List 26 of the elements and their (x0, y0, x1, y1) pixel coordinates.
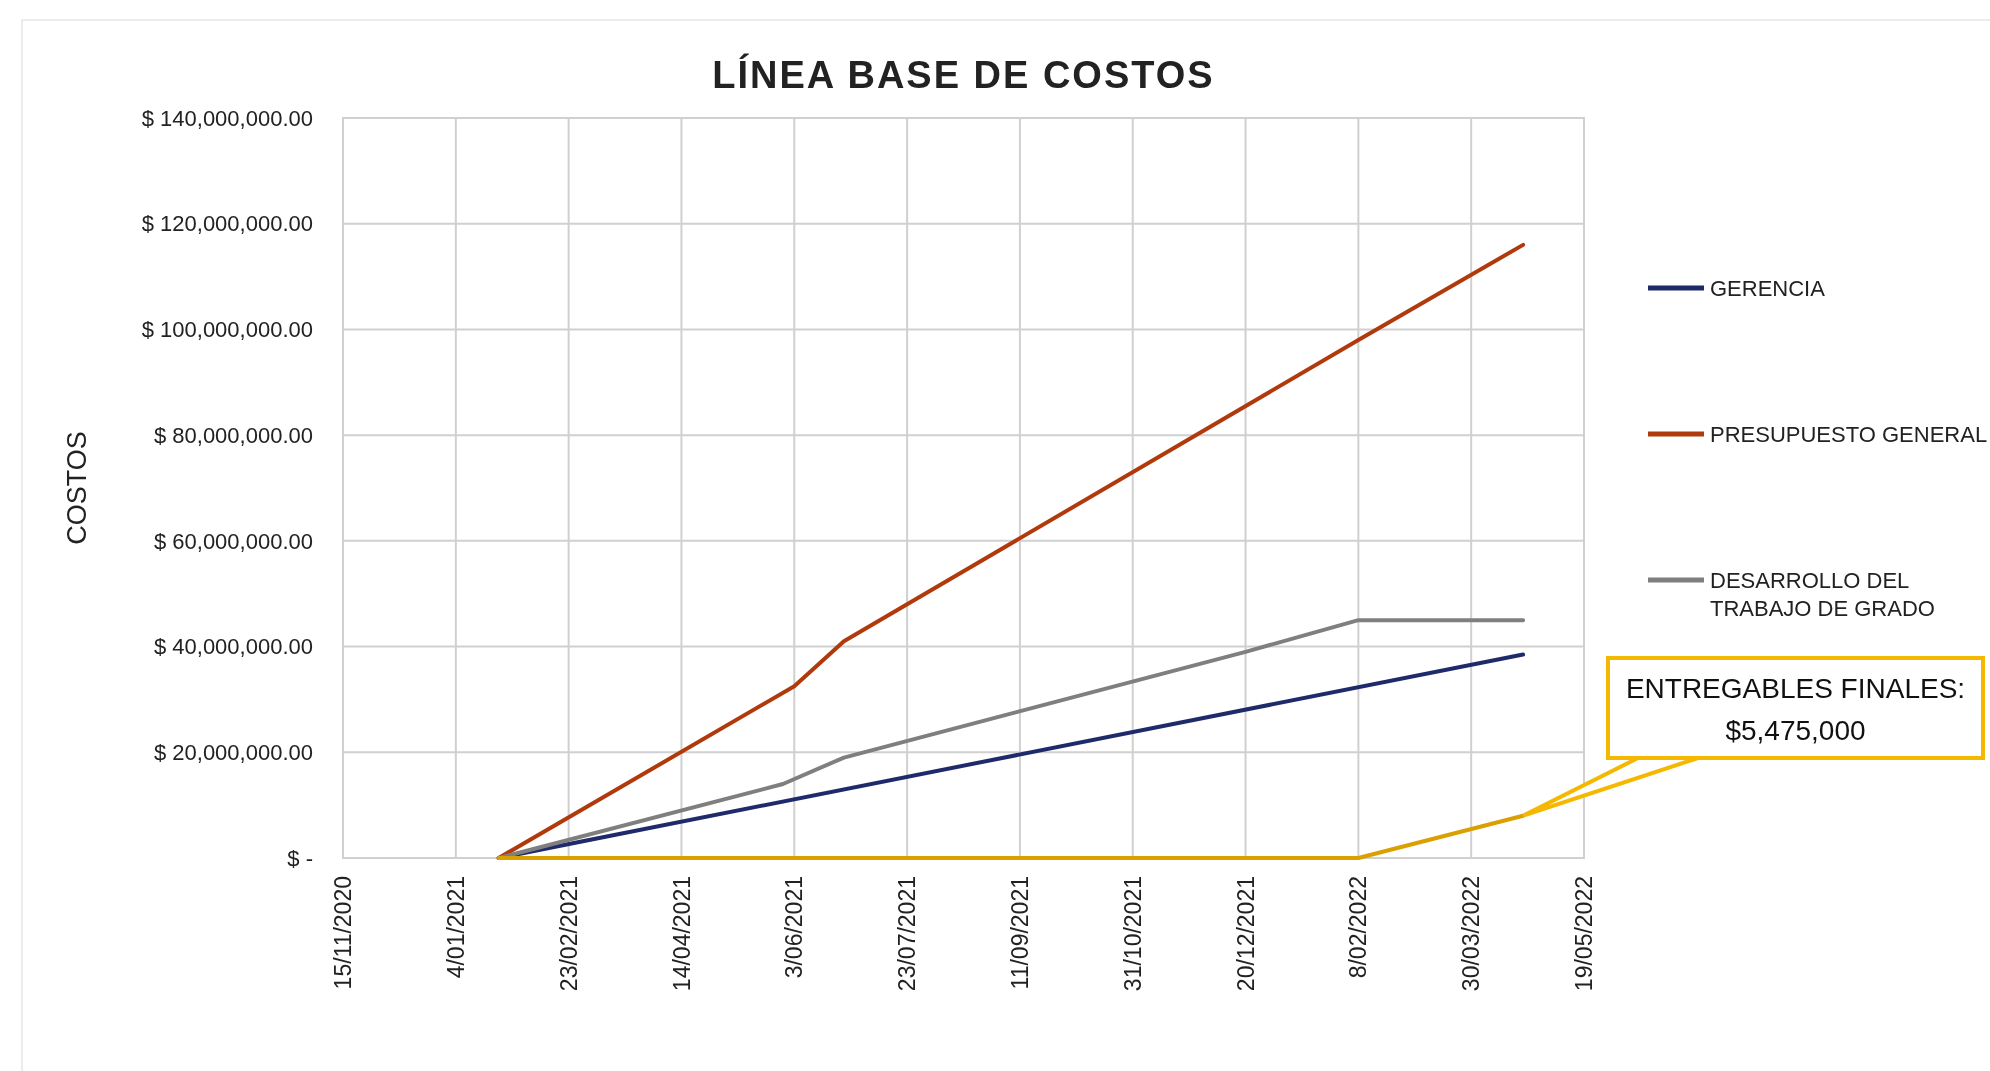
x-tick-label: 14/04/2021 (668, 876, 695, 992)
x-tick-label: 4/01/2021 (442, 876, 469, 979)
y-tick-label: $ - (287, 845, 313, 871)
y-tick-label: $ 80,000,000.00 (153, 422, 313, 448)
x-tick-label: 23/02/2021 (555, 876, 582, 992)
x-tick-label: 19/05/2022 (1571, 876, 1598, 992)
legend-label: PRESUPUESTO GENERAL (1710, 421, 1988, 447)
y-tick-label: $ 140,000,000.00 (141, 105, 313, 131)
legend-label: DESARROLLO DEL TRABAJO DE GRADO (1710, 567, 1935, 622)
y-axis-title: COSTOS (62, 431, 92, 545)
x-tick-label: 8/02/2022 (1345, 876, 1372, 979)
annotation: ENTREGABLES FINALES: $5,475,000 (1625, 673, 1966, 746)
x-tick-label: 11/09/2021 (1006, 876, 1033, 990)
y-tick-label: $ 40,000,000.00 (153, 634, 313, 660)
y-tick-label: $ 100,000,000.00 (141, 317, 313, 343)
y-tick-label: $ 20,000,000.00 (153, 739, 313, 765)
legend-label: GERENCIA (1710, 275, 1826, 301)
x-tick-label: 20/12/2021 (1232, 876, 1259, 992)
x-tick-label: 30/03/2022 (1458, 876, 1485, 992)
y-tick-label: $ 120,000,000.00 (141, 211, 313, 237)
x-tick-label: 31/10/2021 (1119, 876, 1146, 992)
chart-title: LÍNEA BASE DE COSTOS (712, 53, 1215, 96)
x-tick-label: 23/07/2021 (894, 876, 921, 992)
x-tick-label: 15/11/2020 (330, 876, 357, 990)
x-tick-label: 3/06/2021 (781, 876, 808, 979)
y-tick-label: $ 60,000,000.00 (153, 528, 313, 554)
